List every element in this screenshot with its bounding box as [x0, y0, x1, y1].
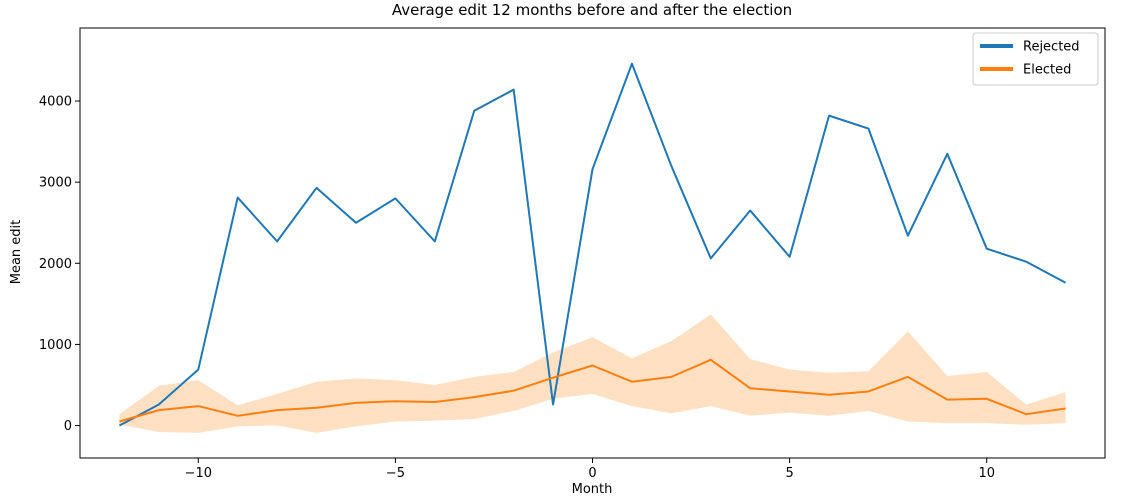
legend-label-elected: Elected	[1023, 63, 1071, 78]
x-tick-label: −5	[386, 466, 405, 481]
y-tick-label: 4000	[39, 95, 72, 110]
y-tick-label: 3000	[39, 176, 72, 191]
y-axis-title: Mean edit	[9, 220, 24, 285]
x-tick-label: 10	[978, 466, 995, 481]
legend-label-rejected: Rejected	[1023, 40, 1080, 55]
series-line-elected	[119, 358, 1066, 423]
y-tick-label: 0	[64, 419, 72, 434]
y-tick-label: 1000	[39, 338, 72, 353]
x-tick-label: 0	[588, 466, 596, 481]
x-tick-label: 5	[785, 466, 793, 481]
axes: −10 −5 0 5 10 0 1000 2000 3000 4000	[39, 27, 1106, 481]
y-tick-label: 2000	[39, 257, 72, 272]
series-line-rejected	[118, 62, 1067, 427]
chart-title: Average edit 12 months before and after …	[392, 1, 792, 19]
legend: Rejected Elected	[972, 32, 1099, 86]
x-axis-title: Month	[572, 482, 613, 497]
x-tick-label: −10	[185, 466, 212, 481]
plot-area	[118, 62, 1067, 433]
